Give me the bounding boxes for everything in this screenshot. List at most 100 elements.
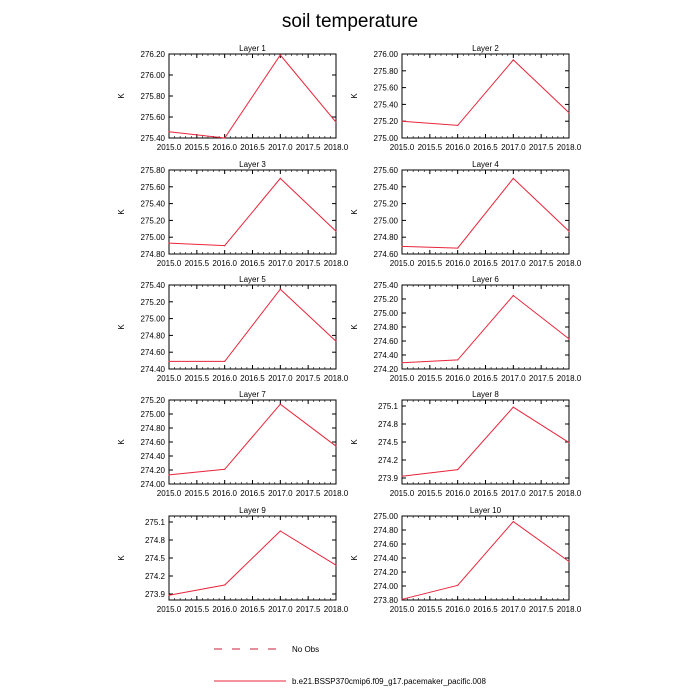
y-axis-label: K: [350, 439, 359, 445]
panel-title: Layer 6: [472, 275, 499, 284]
y-tick-label: 275.20: [374, 117, 399, 126]
figure-title: soil temperature: [282, 11, 418, 32]
y-tick-label: 274.40: [374, 351, 399, 360]
data-point: [168, 131, 170, 133]
y-tick-label: 275.00: [141, 233, 166, 242]
panel-title: Layer 1: [239, 44, 266, 53]
y-tick-label: 274.60: [374, 337, 399, 346]
panel-title: Layer 10: [470, 506, 502, 515]
x-tick-label: 2015.0: [390, 489, 415, 498]
y-tick-label: 274.80: [141, 331, 166, 340]
y-tick-label: 273.9: [145, 590, 166, 599]
data-point: [512, 294, 514, 297]
y-tick-label: 275.00: [374, 216, 399, 225]
data-point: [224, 360, 226, 363]
data-point: [401, 475, 403, 477]
x-tick-label: 2016.0: [445, 259, 470, 268]
panel-frame: [401, 515, 570, 601]
y-tick-label: 275.1: [378, 402, 399, 411]
y-tick-label: 275.20: [141, 216, 166, 225]
y-tick-label: 275.00: [141, 315, 166, 324]
x-tick-label: 2015.0: [390, 374, 415, 383]
y-tick-label: 274.40: [374, 554, 399, 563]
y-tick-label: 275.40: [374, 281, 399, 290]
panel-title: Layer 8: [472, 390, 499, 399]
x-tick-label: 2017.0: [268, 259, 293, 268]
x-tick-label: 2016.0: [445, 605, 470, 614]
data-point: [568, 442, 570, 444]
x-tick-label: 2017.0: [501, 143, 526, 152]
data-point: [224, 584, 226, 586]
y-tick-label: 275.40: [374, 183, 399, 192]
x-tick-label: 2017.5: [296, 259, 321, 268]
y-tick-label: 274.80: [374, 526, 399, 535]
y-axis-label: K: [117, 555, 126, 561]
y-tick-label: 274.5: [378, 438, 399, 447]
y-tick-label: 273.80: [374, 596, 399, 605]
x-tick-label: 2018.0: [557, 489, 582, 498]
data-point: [279, 288, 281, 290]
legend-no-obs-label: No Obs: [292, 645, 319, 654]
x-tick-label: 2018.0: [324, 605, 349, 614]
panel-title: Layer 4: [472, 160, 499, 169]
data-point: [224, 468, 226, 470]
data-point: [279, 177, 281, 179]
series-line: [401, 177, 570, 249]
x-tick-label: 2015.0: [157, 489, 182, 498]
x-tick-label: 2016.5: [473, 489, 498, 498]
data-point: [224, 245, 226, 247]
x-tick-label: 2017.0: [268, 489, 293, 498]
y-tick-label: 276.20: [141, 50, 166, 59]
series-line: [401, 406, 570, 477]
y-axis-label: K: [117, 324, 126, 330]
y-tick-label: 274.60: [374, 540, 399, 549]
y-tick-label: 275.00: [374, 134, 399, 143]
y-tick-label: 276.00: [141, 71, 166, 80]
y-tick-label: 274.20: [374, 568, 399, 577]
series-line: [168, 177, 337, 247]
y-tick-label: 273.9: [378, 474, 399, 483]
x-tick-label: 2015.5: [185, 374, 210, 383]
x-tick-label: 2017.5: [529, 489, 554, 498]
y-tick-label: 274.80: [374, 233, 399, 242]
panel-title: Layer 9: [239, 506, 266, 515]
x-tick-label: 2017.5: [296, 143, 321, 152]
x-tick-label: 2017.0: [268, 143, 293, 152]
y-tick-label: 274.60: [374, 250, 399, 259]
x-tick-label: 2018.0: [557, 605, 582, 614]
data-point: [512, 177, 514, 179]
series-line: [168, 403, 337, 476]
y-tick-label: 274.20: [141, 466, 166, 475]
data-point: [457, 584, 459, 586]
data-point: [335, 564, 337, 566]
x-tick-label: 2016.5: [240, 374, 265, 383]
x-tick-label: 2016.5: [473, 605, 498, 614]
data-point: [568, 560, 570, 563]
data-point: [224, 137, 226, 139]
y-tick-label: 274.8: [145, 536, 166, 545]
y-tick-label: 275.80: [374, 67, 399, 76]
series-line: [169, 288, 337, 362]
data-point: [457, 359, 459, 361]
y-axis-label: K: [117, 93, 126, 99]
y-axis-label: K: [350, 555, 359, 561]
x-tick-label: 2016.5: [240, 259, 265, 268]
x-tick-label: 2017.5: [296, 374, 321, 383]
data-point: [401, 362, 403, 364]
series-line: [168, 54, 337, 139]
legend: No Obs b.e21.BSSP370cmip6.f09_g17.pacema…: [214, 645, 486, 686]
y-tick-label: 274.60: [141, 438, 166, 447]
x-tick-label: 2016.0: [445, 489, 470, 498]
y-tick-label: 274.00: [141, 480, 166, 489]
x-tick-label: 2015.5: [185, 143, 210, 152]
y-tick-label: 275.40: [374, 100, 399, 109]
y-tick-label: 274.00: [374, 582, 399, 591]
panel-frame: [401, 399, 570, 485]
y-tick-label: 275.40: [141, 134, 166, 143]
y-tick-label: 274.2: [145, 572, 166, 581]
